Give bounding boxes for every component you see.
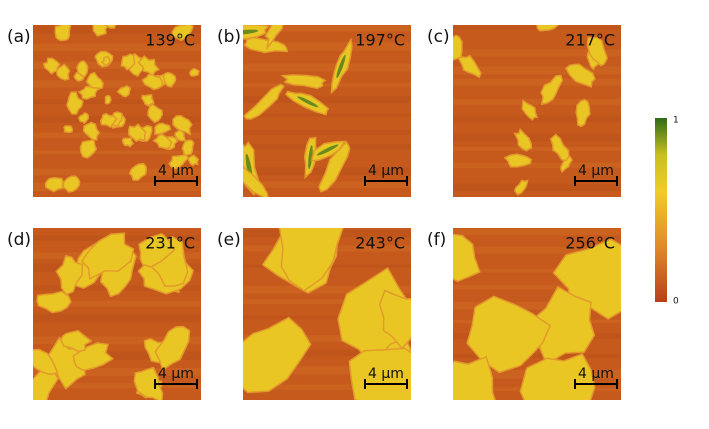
scale-bar-label: 4 μm	[368, 366, 404, 382]
scale-bar	[154, 379, 198, 389]
panel-label: (e)	[217, 230, 241, 250]
scale-bar-label: 4 μm	[158, 163, 194, 179]
panel-label: (b)	[217, 27, 241, 47]
colorbar-min: 0	[673, 297, 679, 307]
panel-label: (d)	[7, 230, 31, 250]
scale-bar	[364, 176, 408, 186]
temperature: 139°C	[145, 31, 195, 50]
scale-bar	[154, 176, 198, 186]
scale-bar	[574, 176, 618, 186]
colorbar-max: 1	[673, 116, 679, 126]
panel-label: (c)	[427, 27, 450, 47]
afm-image	[33, 25, 201, 197]
scale-bar-label: 4 μm	[158, 366, 194, 382]
temperature: 217°C	[565, 31, 615, 50]
afm-image	[453, 25, 621, 197]
afm-image	[33, 228, 201, 400]
scale-bar	[574, 379, 618, 389]
temperature: 243°C	[355, 234, 405, 253]
scale-bar-label: 4 μm	[578, 163, 614, 179]
panel-label: (a)	[7, 27, 31, 47]
temperature: 256°C	[565, 234, 615, 253]
temperature: 231°C	[145, 234, 195, 253]
temperature: 197°C	[355, 31, 405, 50]
scale-bar-label: 4 μm	[578, 366, 614, 382]
afm-image	[243, 25, 411, 197]
scale-bar	[364, 379, 408, 389]
scale-bar-label: 4 μm	[368, 163, 404, 179]
afm-image	[453, 228, 621, 400]
afm-image	[243, 228, 411, 400]
colorbar	[655, 118, 667, 302]
panel-label: (f)	[427, 230, 446, 250]
